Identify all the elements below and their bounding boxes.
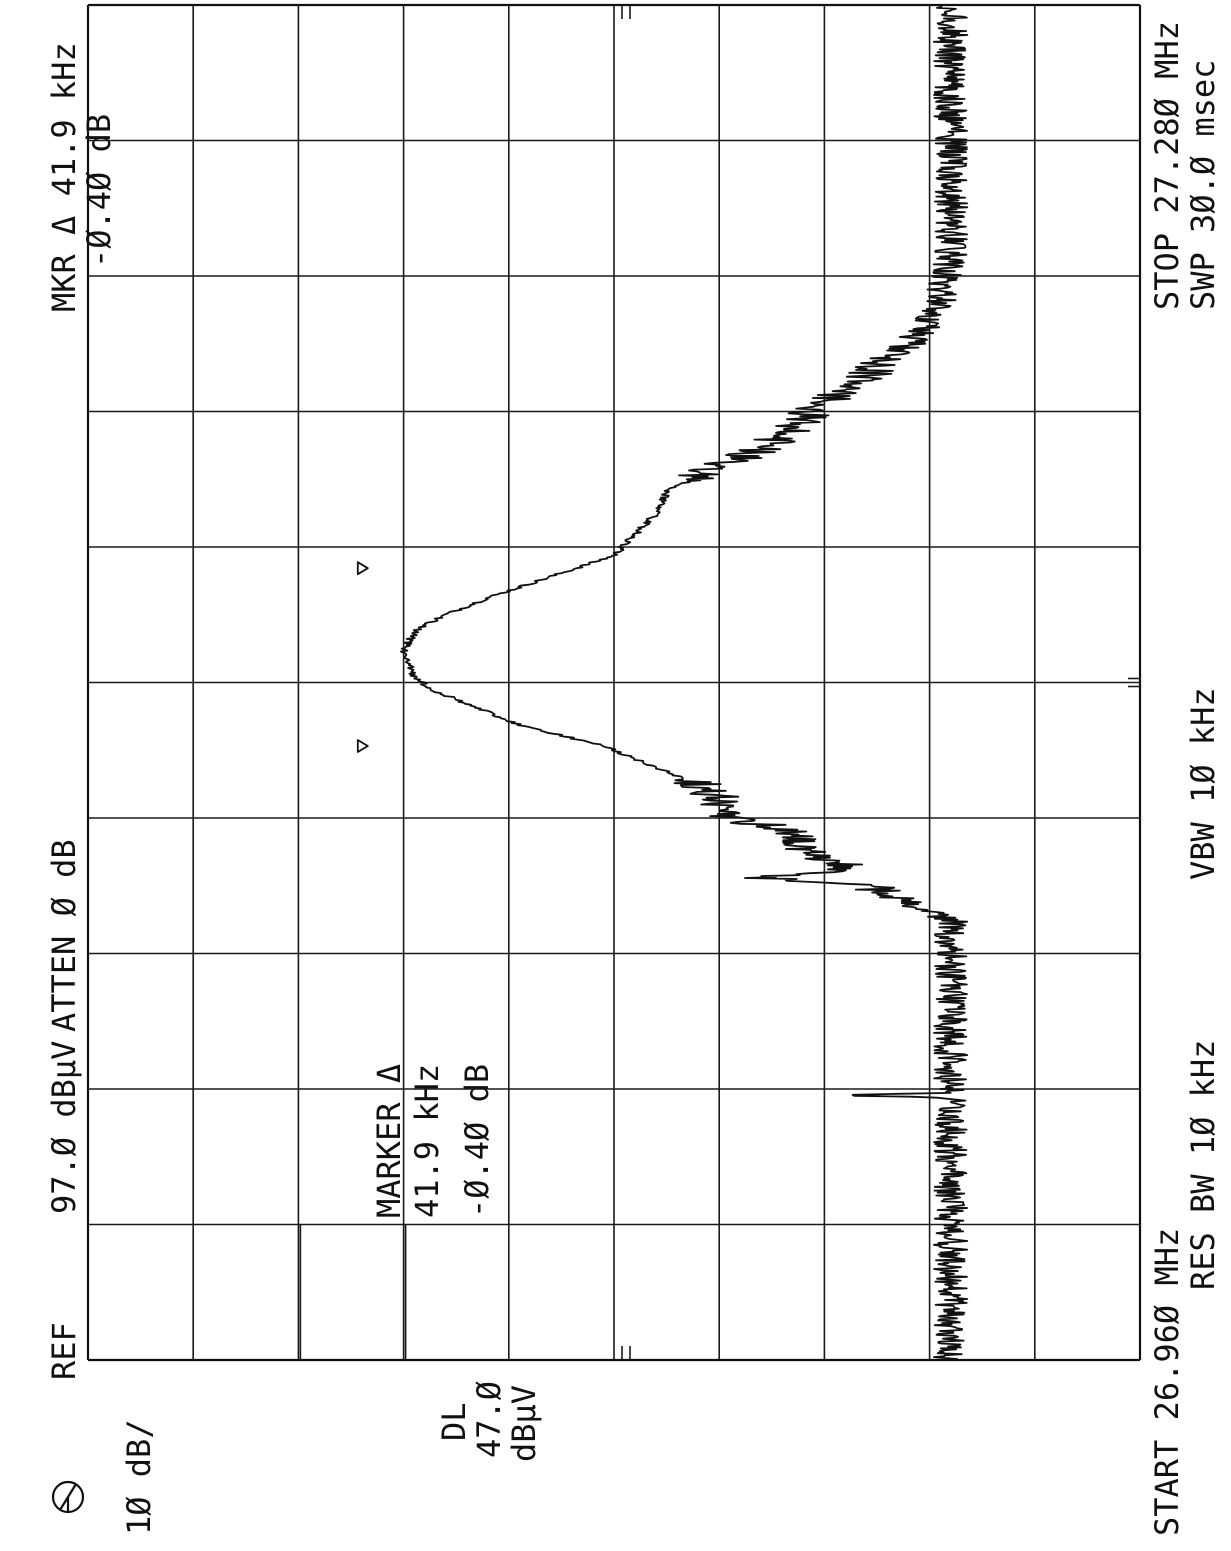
ref-label: REF <box>45 1322 83 1380</box>
stop-frequency: STOP 27.28Ø MHz <box>1148 21 1186 310</box>
atten-label: ATTEN Ø dB <box>45 839 83 1032</box>
resolution-bandwidth: RES BW 1Ø kHz <box>1184 1040 1222 1290</box>
marker-readout-line2: -Ø.4Ø dB <box>80 114 118 268</box>
graticule <box>86 3 1142 1362</box>
display-line-unit: dBμV <box>505 1385 543 1462</box>
marker-box-freq: 41.9 kHz <box>408 1064 446 1218</box>
start-frequency: START 26.96Ø MHz <box>1148 1228 1186 1536</box>
marker-box-title: MARKER Δ <box>370 1064 408 1218</box>
video-bandwidth: VBW 1Ø kHz <box>1184 687 1222 880</box>
hp-logo-icon <box>51 1480 85 1514</box>
marker-triangle <box>356 739 369 753</box>
spectrum-trace <box>356 4 969 1361</box>
marker-box-outline <box>299 1225 407 1360</box>
marker-box-level: -Ø.4Ø dB <box>458 1064 496 1218</box>
marker-box-frame <box>299 1225 407 1360</box>
sweep-time: SWP 3Ø.Ø msec <box>1184 60 1222 310</box>
ref-value: 97.Ø dBμV <box>45 1041 83 1214</box>
scale-label: 1Ø dB/ <box>120 1419 158 1535</box>
marker-readout-line1: MKR Δ 41.9 kHz <box>45 42 83 312</box>
display-line-label: DL <box>435 1402 473 1441</box>
marker-triangle <box>356 561 369 576</box>
display-line-value: 47.Ø <box>470 1381 508 1458</box>
spectrum-trace-line <box>400 4 969 1361</box>
